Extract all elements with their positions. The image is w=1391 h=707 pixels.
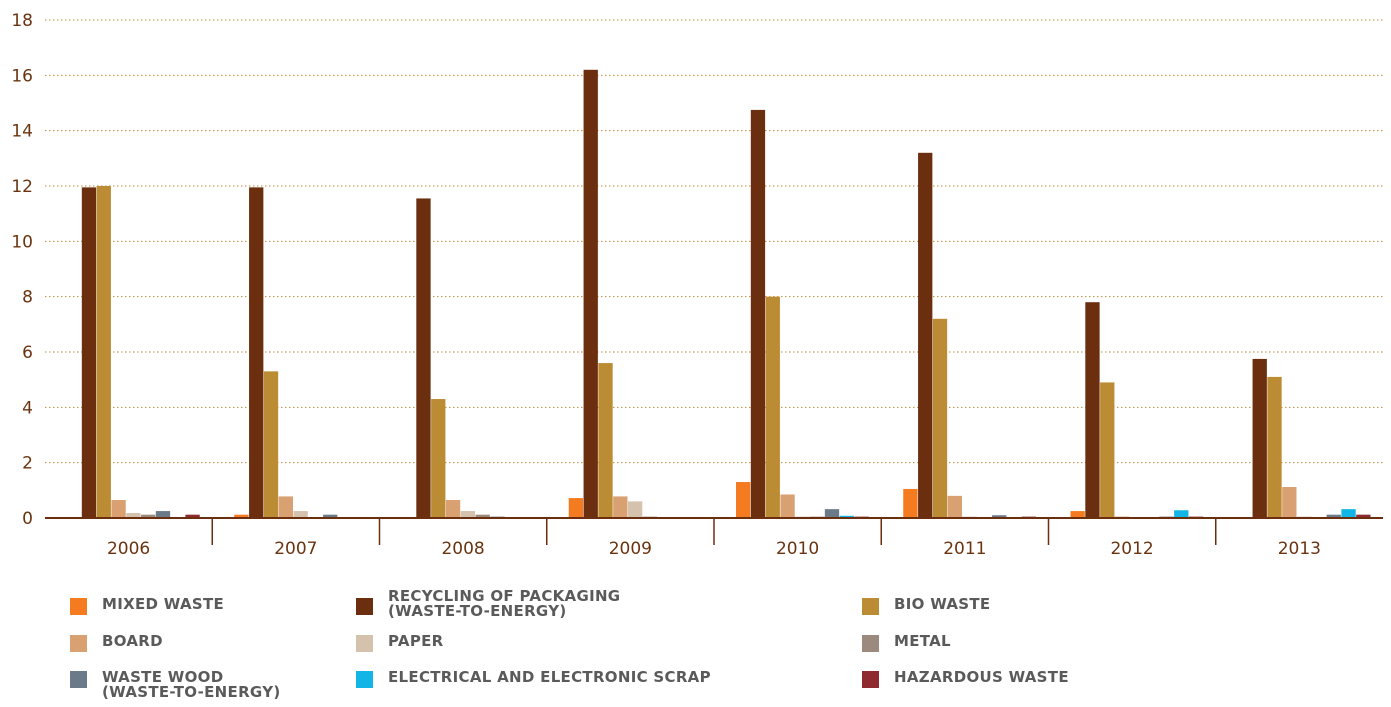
bar	[947, 495, 962, 518]
x-tick-label: 2009	[609, 539, 652, 559]
bar	[1100, 382, 1115, 518]
bar	[111, 500, 126, 518]
bar	[1326, 514, 1341, 518]
bar	[416, 198, 431, 518]
bar	[1174, 510, 1189, 518]
bar	[992, 515, 1007, 518]
y-tick-label: 6	[22, 343, 33, 363]
bar	[598, 363, 613, 518]
bar	[263, 371, 279, 518]
y-tick-label: 12	[11, 177, 33, 197]
bar	[475, 514, 490, 518]
bar	[583, 69, 598, 519]
bar	[1252, 358, 1267, 518]
bar	[126, 513, 141, 518]
bar	[155, 511, 171, 518]
bar	[293, 511, 308, 518]
bars	[81, 69, 1371, 519]
bar	[460, 511, 476, 518]
y-tick-label: 14	[11, 122, 33, 142]
bar	[736, 482, 751, 518]
y-tick-label: 16	[11, 66, 33, 86]
bar	[81, 187, 97, 518]
bar	[765, 296, 780, 518]
x-tick-label: 2013	[1278, 539, 1321, 559]
x-axis: 2006 2007 2008 2009 2010 2011 2012 2013	[45, 517, 1383, 559]
x-tick-label: 2008	[441, 539, 484, 559]
x-tick-label: 2012	[1110, 539, 1153, 559]
x-tick-label: 2010	[776, 539, 819, 559]
bar	[750, 109, 766, 519]
y-tick-label: 4	[22, 398, 33, 418]
bar	[185, 514, 200, 518]
bar	[839, 515, 854, 518]
bar	[96, 186, 111, 518]
bar	[903, 488, 918, 518]
bar	[1267, 376, 1282, 518]
bar	[141, 514, 156, 518]
y-tick-label: 10	[11, 232, 33, 252]
bar	[234, 514, 249, 518]
y-axis-ticks: 0 2 4 6 8 10 12 14 16 18	[11, 11, 33, 529]
gridlines	[45, 19, 1383, 464]
x-tick-label: 2007	[274, 539, 317, 559]
bar	[445, 500, 461, 518]
bar	[278, 496, 293, 518]
x-tick-label: 2006	[107, 539, 150, 559]
bar	[780, 494, 795, 518]
y-tick-label: 18	[11, 11, 33, 31]
bar	[1070, 511, 1085, 518]
bar	[1341, 509, 1356, 518]
y-tick-label: 0	[22, 509, 33, 529]
bar	[568, 498, 584, 518]
bar	[323, 514, 338, 518]
bar	[249, 187, 264, 518]
bar	[1282, 487, 1297, 518]
bar	[824, 509, 840, 518]
y-tick-label: 2	[22, 454, 33, 474]
x-tick-label: 2011	[943, 539, 986, 559]
bar	[431, 399, 446, 518]
y-tick-label: 8	[22, 288, 33, 308]
bar	[613, 496, 628, 518]
bar	[932, 318, 948, 518]
bar	[627, 501, 643, 518]
bar	[1356, 514, 1371, 518]
bar	[918, 152, 933, 519]
bar	[1085, 302, 1100, 518]
